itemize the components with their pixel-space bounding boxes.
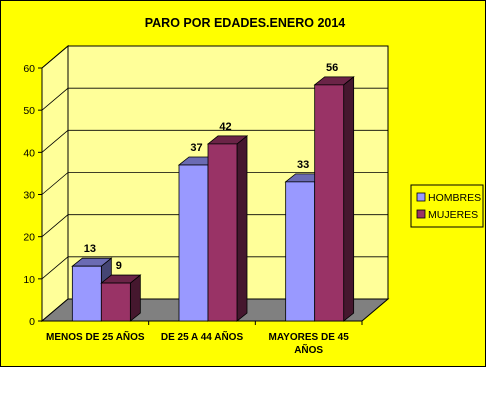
y-tick-label: 60 (23, 63, 35, 75)
bar (178, 164, 209, 322)
legend-label: HOMBRES (428, 192, 481, 204)
gridline (41, 214, 388, 237)
bar-side (236, 135, 248, 322)
legend-swatch (416, 209, 426, 219)
chart-title: PARO POR EDADES.ENERO 2014 (145, 16, 346, 30)
bar (71, 265, 102, 322)
bar (207, 143, 238, 322)
bar (285, 181, 316, 322)
y-tick-label: 40 (23, 147, 35, 159)
legend (410, 184, 484, 228)
gridline (41, 87, 388, 111)
bar (314, 84, 345, 322)
y-tick-label: 30 (23, 190, 35, 202)
bar-side (343, 76, 355, 322)
gridline (41, 45, 388, 69)
legend-label: MUJERES (428, 209, 478, 221)
y-tick-label: 20 (23, 232, 35, 244)
x-tick-label: MENOS DE 25 AÑOS (46, 330, 145, 343)
data-label: 13 (84, 243, 96, 255)
bar (100, 282, 131, 322)
data-label: 42 (219, 121, 231, 133)
y-tick-label: 50 (23, 105, 35, 117)
gridline (41, 129, 388, 153)
x-tick-label: AÑOS (294, 343, 323, 356)
legend-swatch (416, 192, 426, 202)
y-tick-label: 10 (23, 274, 35, 286)
y-tick-label: 0 (29, 316, 35, 328)
data-label: 37 (190, 142, 202, 154)
gridline (41, 256, 388, 280)
data-label: 56 (326, 62, 338, 74)
data-label: 9 (116, 260, 122, 272)
data-label: 33 (297, 159, 309, 171)
x-tick-label: DE 25 A 44 AÑOS (161, 330, 244, 343)
gridline (41, 172, 388, 195)
x-tick-label: MAYORES DE 45 (269, 332, 350, 343)
